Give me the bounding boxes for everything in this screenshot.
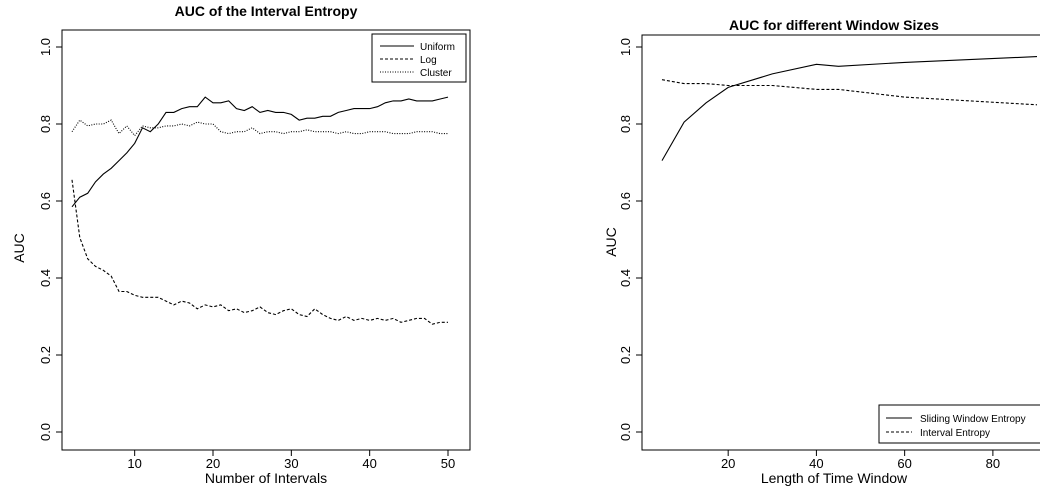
left-series-group xyxy=(71,96,449,325)
y-tick-label: 0.0 xyxy=(618,423,633,441)
left-plot-frame xyxy=(61,29,471,451)
legend-label-log: Log xyxy=(420,55,437,66)
y-tick-label: 1.0 xyxy=(618,38,633,56)
x-tick-label: 50 xyxy=(441,456,455,471)
left-legend: Uniform Log Cluster xyxy=(371,33,467,83)
y-tick-label: 1.0 xyxy=(38,38,53,56)
x-tick-label: 40 xyxy=(362,456,376,471)
y-tick-label: 0.4 xyxy=(38,269,53,287)
right-x-axis-label: Length of Time Window xyxy=(761,470,908,486)
right-series-group xyxy=(661,56,1038,161)
series-line-uniform xyxy=(71,96,449,208)
right-legend: Sliding Window Entropy Interval Entropy xyxy=(878,404,1040,444)
right-x-axis: 20 40 60 80 xyxy=(721,450,1000,471)
right-y-axis-label: AUC xyxy=(603,227,619,257)
left-y-axis: 0.0 0.2 0.4 0.6 0.8 1.0 xyxy=(38,38,62,441)
left-y-axis-label: AUC xyxy=(11,233,27,263)
left-x-axis-label: Number of Intervals xyxy=(205,470,327,486)
x-tick-label: 20 xyxy=(206,456,220,471)
legend-label-interval: Interval Entropy xyxy=(920,428,990,439)
y-tick-label: 0.4 xyxy=(618,269,633,287)
x-tick-label: 40 xyxy=(809,456,823,471)
series-line-log xyxy=(71,179,448,325)
y-tick-label: 0.0 xyxy=(38,423,53,441)
legend-label-sliding-window: Sliding Window Entropy xyxy=(920,414,1026,425)
right-y-axis: 0.0 0.2 0.4 0.6 0.8 1.0 xyxy=(618,38,642,441)
left-x-axis: 10 20 30 40 50 xyxy=(127,450,455,471)
y-tick-label: 0.6 xyxy=(618,192,633,210)
y-tick-label: 0.2 xyxy=(618,346,633,364)
x-tick-label: 10 xyxy=(127,456,141,471)
right-chart: AUC for different Window Sizes 20 40 60 80 … xyxy=(603,17,1040,486)
y-tick-label: 0.8 xyxy=(38,115,53,133)
legend-label-cluster: Cluster xyxy=(420,68,452,79)
series-line-sliding-window-entropy xyxy=(661,56,1038,161)
x-tick-label: 80 xyxy=(986,456,1000,471)
right-plot-frame xyxy=(641,34,1040,451)
right-legend-box xyxy=(878,404,1040,444)
left-chart: AUC of the Interval Entropy 10 20 30 40 50 0… xyxy=(11,3,471,486)
right-chart-title: AUC for different Window Sizes xyxy=(729,17,939,33)
y-tick-label: 0.6 xyxy=(38,192,53,210)
left-legend-box xyxy=(371,33,467,83)
x-tick-label: 20 xyxy=(721,456,735,471)
legend-label-uniform: Uniform xyxy=(420,42,455,53)
series-line-interval-entropy xyxy=(661,79,1038,106)
series-line-cluster xyxy=(71,119,448,137)
left-chart-title: AUC of the Interval Entropy xyxy=(175,3,358,19)
y-tick-label: 0.2 xyxy=(38,346,53,364)
x-tick-label: 60 xyxy=(897,456,911,471)
y-tick-label: 0.8 xyxy=(618,115,633,133)
x-tick-label: 30 xyxy=(284,456,298,471)
